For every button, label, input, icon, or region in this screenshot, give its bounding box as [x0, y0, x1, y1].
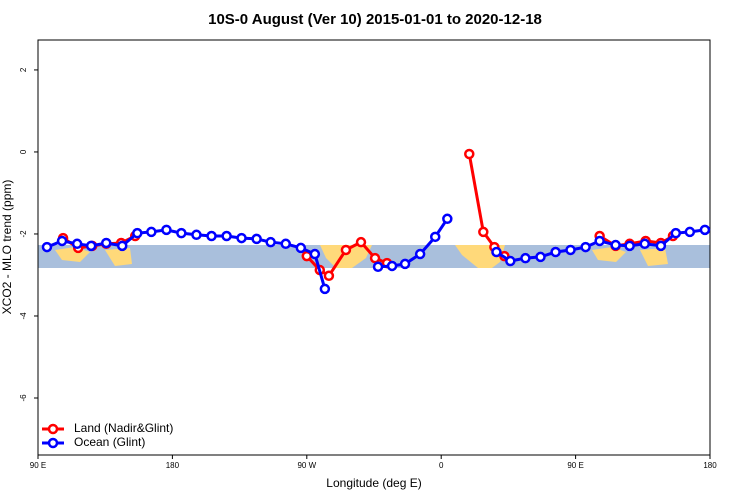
y-axis-label: XCO2 - MLO trend (ppm)	[0, 180, 14, 315]
point	[610, 239, 621, 251]
plot-frame	[37, 39, 711, 456]
x-tick-label: 90 E	[30, 461, 46, 470]
point	[176, 227, 187, 239]
x-tick-label: 180	[703, 461, 717, 470]
point	[206, 230, 217, 242]
point	[442, 213, 453, 225]
point	[295, 242, 307, 254]
point	[580, 241, 591, 253]
point	[280, 238, 291, 250]
point	[236, 232, 247, 244]
point	[699, 224, 711, 236]
point	[655, 240, 667, 252]
y-tick-label: -2	[19, 230, 28, 238]
x-tick-label: 90 E	[567, 461, 583, 470]
point	[505, 255, 516, 267]
x-tick-label: 90 W	[297, 461, 316, 470]
point	[520, 252, 531, 264]
point	[624, 240, 635, 252]
point	[265, 236, 276, 248]
point	[323, 270, 335, 282]
point	[399, 258, 411, 270]
point	[100, 237, 112, 249]
point	[221, 230, 232, 242]
point	[684, 226, 696, 238]
point	[550, 246, 561, 258]
point	[369, 252, 381, 264]
point	[41, 241, 53, 253]
point	[309, 248, 321, 260]
y-tick-label: 0	[19, 149, 28, 154]
y-tick-label: -6	[19, 394, 28, 402]
point	[372, 261, 384, 273]
point	[491, 246, 502, 258]
point	[429, 231, 441, 243]
point	[464, 148, 475, 160]
y-tick-label: -4	[19, 312, 28, 320]
legend-marker	[47, 437, 59, 449]
point	[594, 235, 605, 247]
point	[535, 251, 546, 263]
point	[251, 233, 262, 245]
point	[319, 283, 331, 295]
x-tick-label: 0	[439, 461, 444, 470]
point	[565, 244, 576, 256]
point	[386, 260, 398, 272]
legend-marker	[47, 423, 59, 435]
point	[414, 248, 426, 260]
chart-title: 10S-0 August (Ver 10) 2015-01-01 to 2020…	[208, 11, 542, 28]
point	[191, 229, 202, 241]
x-axis-label: Longitude (deg E)	[326, 476, 421, 490]
x-tick-label: 180	[166, 461, 180, 470]
point	[670, 227, 682, 239]
point	[161, 224, 172, 236]
point	[116, 240, 128, 252]
point	[132, 227, 143, 239]
point	[340, 244, 352, 256]
y-tick-label: 2	[19, 67, 28, 72]
point	[56, 235, 68, 247]
legend-label: Ocean (Glint)	[74, 435, 145, 449]
point	[478, 226, 489, 238]
legend-label: Land (Nadir&Glint)	[74, 421, 173, 435]
point	[71, 238, 83, 250]
point	[85, 240, 97, 252]
point	[146, 226, 157, 238]
point	[355, 236, 367, 248]
point	[639, 238, 650, 250]
